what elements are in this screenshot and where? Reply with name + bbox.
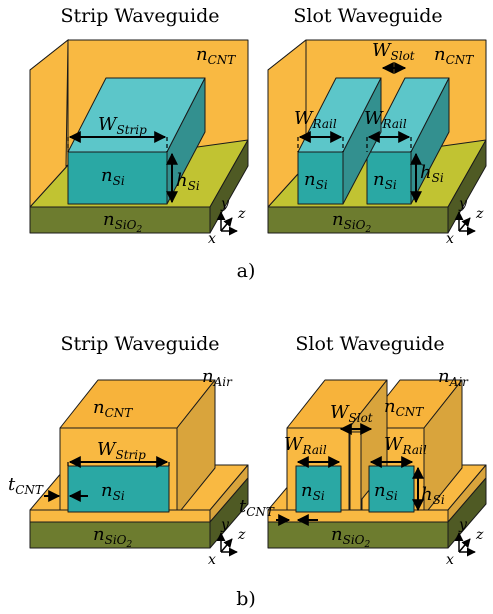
panel-b-left-title: Strip Waveguide: [60, 333, 219, 355]
a-slot-x-axis-label: x: [446, 231, 454, 247]
a-slot-n-si-left-label: nSi: [304, 169, 328, 192]
b-slot-n-sio2-label: nSiO2: [331, 524, 371, 550]
a-slot-sio2-front: [267, 206, 449, 234]
a-slot-h-si-label: hSi: [420, 162, 444, 185]
panel-a-caption: a): [237, 260, 256, 282]
panel-b: Strip Waveguide Slot Waveguide WStrip: [8, 333, 487, 610]
b-slot-t-cnt-label: tCNT: [239, 496, 275, 519]
b-slot-axes: y x z: [446, 517, 484, 568]
b-w-rail-right-label: WRail: [384, 434, 427, 457]
b-w-rail-left-label: WRail: [284, 434, 327, 457]
a-slot-left-rail-front: [297, 151, 344, 205]
a-strip-sio2-front: [29, 206, 211, 234]
b-slot-gap: [349, 431, 362, 515]
a-strip-si-front: [67, 151, 168, 205]
b-slot-z-axis-label: z: [475, 527, 484, 543]
b-strip-diagram: WStrip tCNT nAir nCNT nSi nSiO2 y x z: [8, 366, 249, 568]
a-strip-h-si-label: hSi: [176, 170, 200, 193]
a-strip-diagram: WStrip hSi nCNT nSi nSiO2 y x z: [29, 38, 249, 247]
a-slot-sio2-side: [447, 139, 487, 234]
a-w-strip-label: WStrip: [98, 114, 147, 137]
b-slot-h-si-label: hSi: [421, 484, 445, 507]
b-w-slot-label: WSlot: [330, 402, 373, 425]
panel-b-right-title: Slot Waveguide: [295, 333, 444, 355]
a-w-rail-right-label: WRail: [364, 108, 407, 131]
b-strip-axes: y x z: [208, 517, 246, 568]
a-strip-x-axis-label: x: [208, 231, 216, 247]
a-strip-y-axis-label: y: [220, 196, 230, 212]
b-slot-y-axis-label: y: [458, 517, 468, 533]
b-strip-t-cnt-label: tCNT: [8, 474, 44, 497]
b-slot-cnt-base-front: [267, 509, 449, 523]
a-w-rail-left-label: WRail: [294, 108, 337, 131]
a-slot-n-si-right-label: nSi: [373, 169, 397, 192]
panel-a-right-title: Slot Waveguide: [293, 5, 442, 27]
a-strip-axes: y x z: [208, 196, 246, 247]
a-strip-n-si-label: nSi: [101, 165, 125, 188]
b-slot-sio2-side: [447, 477, 487, 549]
a-strip-n-sio2-label: nSiO2: [103, 209, 143, 235]
b-strip-n-si-label: nSi: [101, 480, 125, 503]
panel-a-left-title: Strip Waveguide: [60, 5, 219, 27]
a-slot-y-axis-label: y: [458, 196, 468, 212]
b-slot-x-axis-label: x: [446, 552, 454, 568]
b-strip-n-sio2-label: nSiO2: [93, 524, 133, 550]
b-w-strip-label: WStrip: [97, 439, 146, 462]
b-strip-si-core: [67, 465, 170, 513]
b-strip-z-axis-label: z: [237, 527, 246, 543]
b-strip-x-axis-label: x: [208, 552, 216, 568]
b-strip-n-cnt-label: nCNT: [93, 397, 133, 420]
a-w-slot-label: WSlot: [372, 40, 415, 63]
a-strip-z-axis-label: z: [237, 206, 246, 222]
b-slot-n-si-right-label: nSi: [374, 480, 398, 503]
a-strip-n-cnt-label: nCNT: [196, 44, 236, 67]
b-slot-n-cnt-label: nCNT: [384, 396, 424, 419]
panel-b-caption: b): [236, 588, 256, 610]
b-strip-sio2-side: [209, 477, 249, 549]
b-strip-y-axis-label: y: [220, 517, 230, 533]
a-slot-diagram: WSlot WRail WRail hSi nCNT nSi nSi nSiO2: [267, 39, 487, 247]
a-strip-sio2-side: [209, 139, 249, 234]
panel-a: Strip Waveguide Slot Waveguide WStrip: [29, 5, 487, 282]
b-slot-left-si-rail: [295, 465, 342, 513]
b-strip-n-air-label: nAir: [202, 366, 233, 389]
b-slot-n-air-label: nAir: [438, 366, 469, 389]
a-slot-axes: y x z: [446, 196, 484, 247]
b-slot-diagram: WSlot WRail WRail tCNT hSi nAir nCNT nSi…: [239, 366, 487, 568]
a-slot-z-axis-label: z: [475, 206, 484, 222]
a-slot-n-sio2-label: nSiO2: [332, 209, 372, 235]
a-slot-n-cnt-label: nCNT: [434, 44, 474, 67]
b-slot-n-si-left-label: nSi: [301, 480, 325, 503]
